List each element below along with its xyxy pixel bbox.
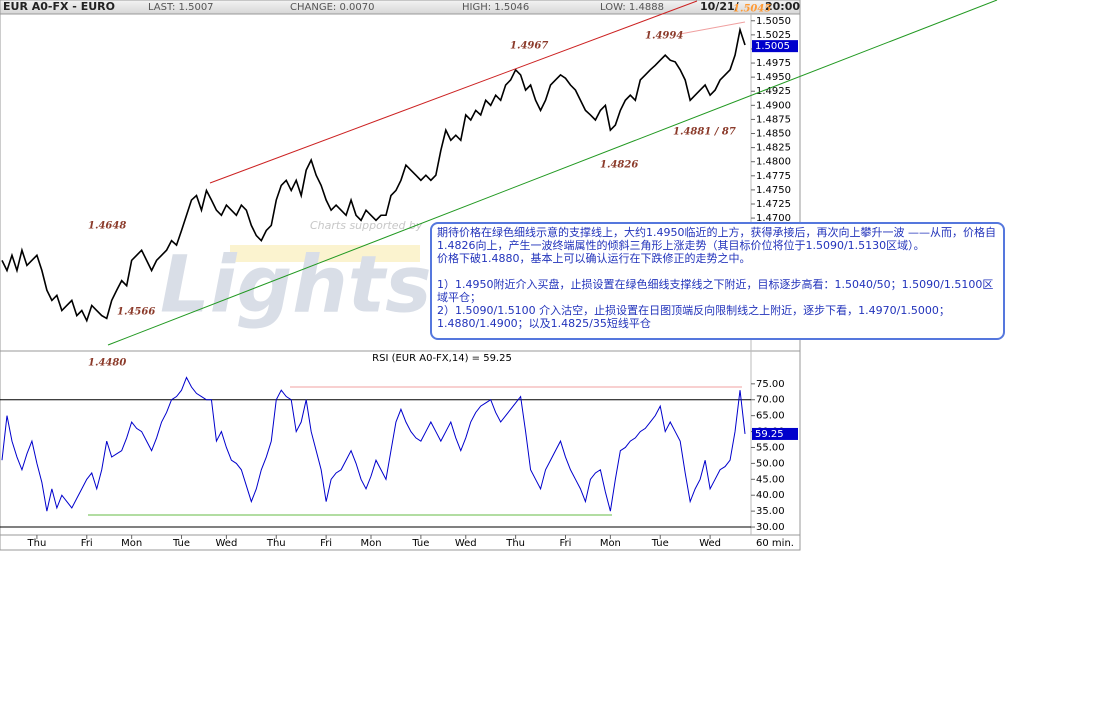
y-tick-label: 1.5025	[756, 30, 791, 41]
resistance-line	[209, 0, 698, 184]
last-marker-label: 59.25	[755, 429, 784, 440]
price-line	[1, 376, 746, 512]
support-line	[107, 0, 998, 346]
x-tick-label: Mon	[121, 538, 142, 549]
x-tick-label: Fri	[81, 538, 93, 549]
y-tick-label: 1.4950	[756, 72, 791, 83]
trend-line	[679, 21, 746, 35]
x-tick-label: Fri	[560, 538, 572, 549]
symbol: EUR A0-FX - EURO	[3, 0, 115, 13]
x-tick-label: Thu	[266, 538, 286, 549]
x-tick-label: Tue	[411, 538, 429, 549]
high: HIGH: 1.5046	[462, 2, 529, 13]
x-tick-label: Tue	[651, 538, 669, 549]
x-tick-label: Mon	[600, 538, 621, 549]
last-marker	[752, 427, 798, 440]
y-tick-label: 30.00	[756, 522, 785, 533]
x-tick-label: Wed	[215, 538, 237, 549]
comment-line: 1）1.4950附近介入买盘，止损设置在绿色细线支撑线之下附近，目标逐步高看：1…	[437, 278, 994, 304]
y-tick-label: 75.00	[756, 379, 785, 390]
y-tick-label: 1.4750	[756, 185, 791, 196]
y-tick-label: 1.4725	[756, 199, 791, 210]
x-tick-label: Tue	[172, 538, 190, 549]
date: 10/21/	[700, 0, 740, 13]
annotation: 1.4826	[600, 160, 638, 171]
watermark-band	[230, 245, 420, 262]
y-tick-label: 55.00	[756, 442, 785, 453]
comment-box: 期待价格在绿色细线示意的支撑线上，大约1.4950临近的上方，获得承接后，再次向…	[430, 222, 1005, 340]
comment-line: 价格下破1.4880，基本上可以确认运行在下跌修正的走势之中。	[437, 252, 751, 265]
annotation: 1.4881 / 87	[673, 127, 736, 138]
rsi-title: RSI (EUR A0-FX,14) = 59.25	[372, 353, 512, 364]
price-line	[1, 26, 746, 323]
y-tick-label: 35.00	[756, 506, 785, 517]
y-tick-label: 45.00	[756, 474, 785, 485]
low: LOW: 1.4888	[600, 2, 664, 13]
y-tick-label: 40.00	[756, 490, 785, 501]
x-tick-label: Mon	[360, 538, 381, 549]
annotation: 1.5045	[733, 4, 771, 15]
y-tick-label: 1.4900	[756, 100, 791, 111]
plot: 1.50501.50251.50001.49751.49501.49251.49…	[0, 16, 798, 549]
annotation: 1.4480	[88, 358, 126, 369]
y-tick-label: 1.4875	[756, 114, 791, 125]
header-bar	[0, 0, 801, 15]
annotation: 1.4566	[117, 307, 155, 318]
x-tick-label: Wed	[455, 538, 477, 549]
annotation: 1.4648	[88, 221, 126, 232]
interval: 60 min.	[756, 538, 794, 549]
last: LAST: 1.5007	[148, 2, 214, 13]
y-tick-label: 1.4925	[756, 86, 791, 97]
watermark-credit: Charts supported by	[310, 219, 423, 232]
x-tick-label: Fri	[320, 538, 332, 549]
annotation: 1.4994	[645, 31, 683, 42]
y-tick-label: 1.4825	[756, 143, 791, 154]
y-tick-label: 1.4800	[756, 157, 791, 168]
change: CHANGE: 0.0070	[290, 2, 374, 13]
y-tick-label: 1.4975	[756, 58, 791, 69]
y-tick-label: 1.4775	[756, 171, 791, 182]
last-marker-label: 1.5005	[755, 41, 790, 52]
comment-line: 2）1.5090/1.5100 介入沽空，止损设置在日图顶端反向限制线之上附近，…	[437, 304, 950, 330]
x-tick-label: Thu	[505, 538, 525, 549]
y-tick-label: 65.00	[756, 411, 785, 422]
x-tick-label: Wed	[699, 538, 721, 549]
comment-line: 期待价格在绿色细线示意的支撑线上，大约1.4950临近的上方，获得承接后，再次向…	[437, 226, 996, 252]
y-tick-label: 1.5050	[756, 16, 791, 27]
x-tick-label: Thu	[27, 538, 47, 549]
last-marker	[752, 40, 798, 53]
y-tick-label: 50.00	[756, 458, 785, 469]
time: 20:00	[765, 0, 800, 13]
annotation: 1.4967	[510, 41, 548, 52]
y-tick-label: 1.4700	[756, 213, 791, 224]
y-tick-label: 1.4850	[756, 129, 791, 140]
y-tick-label: 70.00	[756, 395, 785, 406]
